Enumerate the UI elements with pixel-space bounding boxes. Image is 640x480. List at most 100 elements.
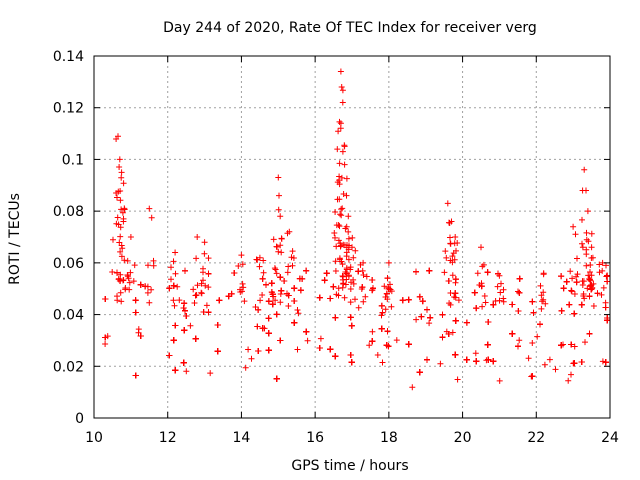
data-point (273, 270, 280, 277)
data-point (379, 309, 386, 316)
data-point (587, 283, 594, 290)
data-point (580, 293, 587, 299)
data-point (170, 297, 177, 304)
data-point (451, 294, 458, 300)
data-point (515, 343, 521, 350)
data-point (393, 337, 400, 344)
data-point (387, 281, 393, 288)
data-point (265, 315, 272, 322)
data-point (332, 209, 339, 215)
data-point (500, 295, 507, 302)
data-point (338, 206, 345, 213)
data-point (117, 289, 124, 296)
data-point (205, 255, 212, 262)
data-point (342, 225, 349, 232)
data-point (418, 313, 425, 320)
data-point (558, 307, 565, 314)
data-point (285, 263, 292, 270)
data-point (201, 239, 208, 246)
y-tick-label: 0.12 (53, 101, 84, 117)
data-point (245, 346, 252, 353)
data-point (445, 331, 452, 337)
data-point (277, 291, 284, 297)
data-point (124, 257, 131, 264)
x-tick-label: 18 (380, 430, 398, 446)
data-point (416, 293, 423, 300)
y-tick-label: 0.1 (62, 152, 84, 168)
data-point (337, 211, 344, 218)
data-point (388, 303, 395, 310)
data-point (447, 234, 453, 241)
data-point (350, 280, 357, 287)
data-point (603, 273, 610, 280)
chart-title: Day 244 of 2020, Rate Of TEC Index for r… (163, 20, 537, 36)
data-point (388, 288, 395, 295)
data-point (193, 292, 200, 298)
data-point (203, 302, 210, 309)
data-point (537, 321, 543, 328)
data-point (332, 268, 339, 274)
data-point (345, 228, 352, 235)
data-point (181, 327, 188, 334)
data-point (148, 286, 155, 293)
data-point (599, 358, 606, 365)
data-point (335, 128, 342, 135)
data-point (336, 177, 343, 184)
data-point (323, 270, 330, 277)
data-point (427, 314, 434, 321)
data-point (529, 340, 536, 346)
data-point (449, 253, 456, 260)
data-point (238, 252, 245, 259)
data-point (170, 258, 177, 265)
data-point (172, 367, 179, 374)
data-point (449, 329, 456, 336)
data-point (117, 233, 124, 240)
data-point (127, 269, 134, 276)
data-point (216, 297, 223, 304)
data-point (496, 272, 503, 279)
data-point (214, 322, 221, 328)
data-point (341, 161, 348, 168)
data-point (484, 269, 491, 276)
data-points (102, 68, 611, 391)
data-point (341, 142, 348, 149)
data-point (327, 346, 334, 353)
data-point (265, 347, 272, 354)
data-point (198, 280, 205, 287)
data-point (479, 303, 486, 310)
data-point (579, 244, 586, 251)
data-point (321, 277, 328, 284)
data-point (343, 265, 350, 272)
data-point (485, 356, 492, 363)
data-point (114, 214, 121, 221)
data-point (454, 240, 461, 246)
data-point (581, 166, 588, 173)
data-point (342, 281, 349, 288)
data-point (596, 261, 603, 268)
data-point (339, 273, 346, 279)
data-point (369, 328, 376, 335)
data-point (281, 278, 288, 284)
data-point (340, 280, 347, 287)
data-point (304, 337, 311, 344)
data-point (572, 231, 579, 238)
data-point (516, 289, 523, 296)
data-point (360, 298, 367, 305)
data-point (452, 351, 459, 358)
data-point (339, 87, 346, 94)
data-point (366, 342, 373, 349)
data-point (316, 294, 323, 301)
data-point (485, 319, 492, 325)
data-point (337, 240, 344, 247)
data-point (120, 180, 127, 187)
data-point (170, 282, 177, 289)
data-point (382, 306, 389, 313)
data-point (600, 284, 607, 291)
data-point (269, 301, 276, 308)
data-point (276, 192, 282, 199)
data-point (239, 280, 246, 287)
data-point (137, 333, 144, 339)
data-point (118, 253, 125, 260)
data-point (172, 322, 179, 329)
data-point (573, 273, 580, 280)
